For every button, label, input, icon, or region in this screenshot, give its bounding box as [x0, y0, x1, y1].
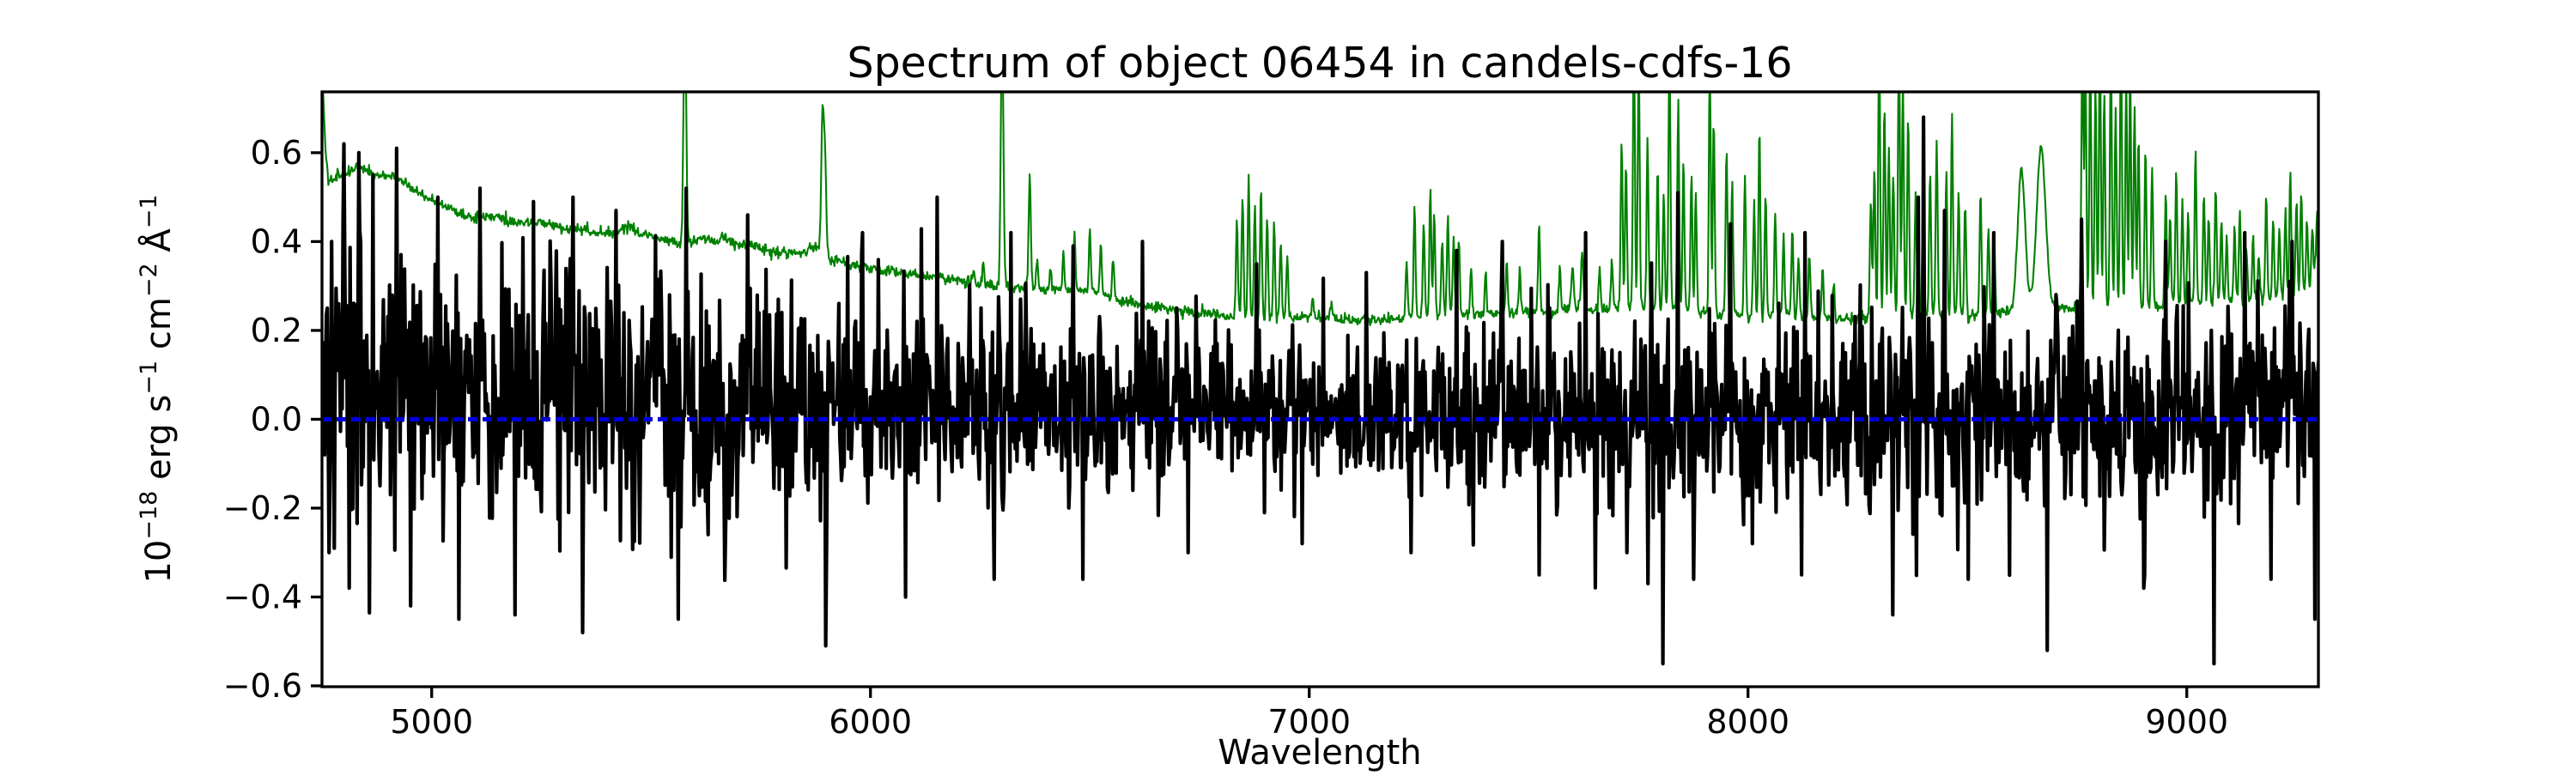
y-tick-label: −0.6	[223, 667, 302, 705]
y-axis-label-superscript: −1	[136, 194, 162, 228]
y-tick-label: −0.2	[223, 489, 302, 527]
x-tick-label: 8000	[1706, 703, 1789, 741]
y-axis-ticks: 0.6 0.4 0.2 0.0 −0.2 −0.4 −0.6	[223, 134, 322, 705]
x-axis-label: Wavelength	[1218, 733, 1421, 773]
y-axis-label: 10−18 erg s−1 cm−2 Å−1	[136, 194, 179, 583]
x-tick-label: 6000	[829, 703, 912, 741]
y-axis-label-part: cm	[139, 297, 179, 361]
y-tick-label: −0.4	[223, 578, 302, 615]
y-tick-label: 0.6	[251, 134, 302, 172]
y-axis-label-part: Å	[137, 228, 179, 264]
y-axis-label-part: erg s	[139, 395, 179, 491]
y-tick-label: 0.0	[251, 400, 302, 438]
y-axis-label-superscript: −18	[136, 491, 162, 540]
y-tick-label: 0.4	[251, 222, 302, 260]
plot-title: Spectrum of object 06454 in candels-cdfs…	[847, 39, 1792, 88]
x-tick-label: 9000	[2145, 703, 2228, 741]
x-tick-label: 7000	[1267, 703, 1351, 741]
x-tick-label: 5000	[390, 703, 473, 741]
y-axis-label-superscript: −2	[136, 263, 162, 297]
y-axis-label-part: 10	[139, 540, 179, 584]
x-axis-ticks: 5000 6000 7000 8000 9000	[390, 687, 2228, 741]
plot-frame	[320, 90, 2320, 688]
series-group	[322, 92, 2318, 666]
y-tick-label: 0.2	[251, 312, 302, 349]
y-axis-label-superscript: −1	[136, 361, 162, 395]
